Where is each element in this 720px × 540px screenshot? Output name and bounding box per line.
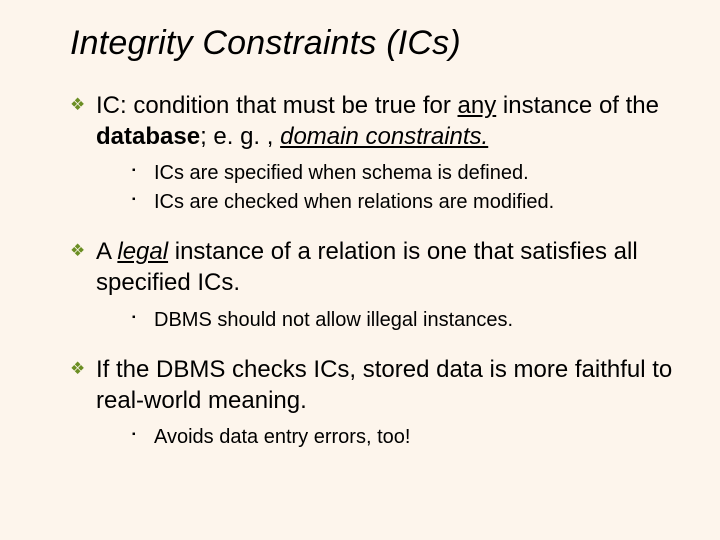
- bullet-lvl1: ❖A legal instance of a relation is one t…: [70, 237, 680, 298]
- diamond-bullet-icon: ❖: [70, 237, 96, 265]
- text-run: database: [96, 123, 200, 150]
- sub-bullet-group: ▪DBMS should not allow illegal instances…: [132, 307, 680, 333]
- square-bullet-icon: ▪: [132, 307, 154, 329]
- text-run: ICs are checked when relations are modif…: [154, 191, 554, 213]
- text-run: A: [96, 238, 117, 265]
- slide: Integrity Constraints (ICs) ❖IC: conditi…: [0, 0, 720, 492]
- bullet-lvl2: ▪ICs are checked when relations are modi…: [132, 189, 680, 215]
- bullet-text: IC: condition that must be true for any …: [96, 91, 680, 152]
- bullet-lvl2: ▪DBMS should not allow illegal instances…: [132, 307, 680, 333]
- square-bullet-icon: ▪: [132, 424, 154, 446]
- sub-bullet-text: Avoids data entry errors, too!: [154, 424, 410, 450]
- text-run: Avoids data entry errors, too!: [154, 426, 410, 448]
- bullet-lvl1: ❖If the DBMS checks ICs, stored data is …: [70, 355, 680, 416]
- sub-bullet-group: ▪ICs are specified when schema is define…: [132, 160, 680, 215]
- bullet-lvl1: ❖IC: condition that must be true for any…: [70, 91, 680, 152]
- bullet-lvl2: ▪ICs are specified when schema is define…: [132, 160, 680, 186]
- bullet-text: A legal instance of a relation is one th…: [96, 237, 680, 298]
- sub-bullet-text: ICs are specified when schema is defined…: [154, 160, 529, 186]
- text-run: legal: [117, 238, 168, 265]
- text-run: domain constraints.: [280, 123, 488, 150]
- text-run: DBMS should not allow illegal instances.: [154, 309, 513, 331]
- text-run: IC: condition that must be true for: [96, 92, 458, 119]
- diamond-bullet-icon: ❖: [70, 91, 96, 119]
- text-run: ICs are specified when schema is defined…: [154, 162, 529, 184]
- bullet-text: If the DBMS checks ICs, stored data is m…: [96, 355, 680, 416]
- text-run: any: [458, 92, 497, 119]
- text-run: instance of the: [496, 92, 659, 119]
- sub-bullet-group: ▪Avoids data entry errors, too!: [132, 424, 680, 450]
- content-list: ❖IC: condition that must be true for any…: [70, 91, 680, 450]
- text-run: instance of a relation is one that satis…: [96, 238, 638, 296]
- slide-title: Integrity Constraints (ICs): [70, 24, 680, 63]
- sub-bullet-text: ICs are checked when relations are modif…: [154, 189, 554, 215]
- text-run: If the DBMS checks ICs, stored data is m…: [96, 356, 672, 414]
- bullet-lvl2: ▪Avoids data entry errors, too!: [132, 424, 680, 450]
- square-bullet-icon: ▪: [132, 160, 154, 182]
- diamond-bullet-icon: ❖: [70, 355, 96, 383]
- sub-bullet-text: DBMS should not allow illegal instances.: [154, 307, 513, 333]
- text-run: ; e. g. ,: [200, 123, 280, 150]
- square-bullet-icon: ▪: [132, 189, 154, 211]
